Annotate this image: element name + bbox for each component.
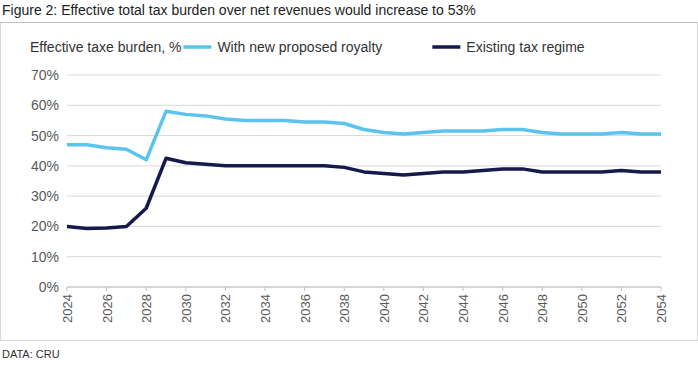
x-tick-label: 2052 bbox=[614, 294, 629, 323]
x-tick bbox=[67, 287, 68, 291]
legend-swatch bbox=[432, 45, 460, 49]
grid-line bbox=[67, 287, 661, 288]
grid-line bbox=[67, 75, 661, 76]
y-tick-label: 40% bbox=[31, 158, 59, 174]
x-tick bbox=[265, 287, 266, 291]
y-tick-label: 50% bbox=[31, 128, 59, 144]
legend-swatch bbox=[183, 45, 211, 49]
x-tick-label: 2028 bbox=[139, 294, 154, 323]
grid-line bbox=[67, 226, 661, 227]
x-tick bbox=[423, 287, 424, 291]
series-line bbox=[67, 158, 661, 228]
x-tick bbox=[146, 287, 147, 291]
x-tick-label: 2026 bbox=[100, 294, 115, 323]
y-axis-label: Effective taxe burden, % bbox=[30, 39, 182, 55]
x-tick bbox=[106, 287, 107, 291]
x-tick-label: 2024 bbox=[60, 294, 75, 323]
y-tick-label: 70% bbox=[31, 67, 59, 83]
legend-label: Existing tax regime bbox=[466, 39, 584, 55]
grid-line bbox=[67, 105, 661, 106]
x-tick bbox=[542, 287, 543, 291]
x-tick bbox=[304, 287, 305, 291]
x-tick-label: 2038 bbox=[337, 294, 352, 323]
x-tick-label: 2042 bbox=[416, 294, 431, 323]
x-tick bbox=[383, 287, 384, 291]
x-tick-label: 2044 bbox=[456, 294, 471, 323]
title: Figure 2: Effective total tax burden ove… bbox=[2, 2, 476, 18]
y-tick-label: 0% bbox=[39, 279, 59, 295]
series-group bbox=[67, 111, 661, 228]
x-tick-label: 2046 bbox=[496, 294, 511, 323]
x-tick-label: 2048 bbox=[535, 294, 550, 323]
x-tick-label: 2030 bbox=[179, 294, 194, 323]
y-tick-label: 10% bbox=[31, 249, 59, 265]
grid-line bbox=[67, 256, 661, 257]
x-tick bbox=[621, 287, 622, 291]
chart: Figure 2: Effective total tax burden ove… bbox=[0, 0, 698, 370]
y-tick-label: 30% bbox=[31, 188, 59, 204]
source: DATA: CRU bbox=[2, 348, 60, 360]
y-tick-label: 20% bbox=[31, 218, 59, 234]
grid-line bbox=[67, 165, 661, 166]
x-tick bbox=[581, 287, 582, 291]
x-tick bbox=[502, 287, 503, 291]
x-tick-label: 2032 bbox=[218, 294, 233, 323]
legend: With new proposed royalty Existing tax re… bbox=[183, 39, 584, 55]
grid-line bbox=[67, 196, 661, 197]
title-rule bbox=[0, 22, 698, 23]
x-tick-label: 2050 bbox=[575, 294, 590, 323]
x-tick bbox=[185, 287, 186, 291]
x-tick bbox=[344, 287, 345, 291]
x-tick bbox=[225, 287, 226, 291]
x-tick-label: 2040 bbox=[377, 294, 392, 323]
x-axis-line bbox=[67, 287, 661, 288]
chart-frame bbox=[1, 23, 698, 341]
series-line bbox=[67, 111, 661, 159]
x-tick bbox=[463, 287, 464, 291]
x-tick-label: 2054 bbox=[654, 294, 669, 323]
x-tick-label: 2036 bbox=[298, 294, 313, 323]
legend-label: With new proposed royalty bbox=[217, 39, 382, 55]
x-tick bbox=[661, 287, 662, 291]
x-tick-label: 2034 bbox=[258, 294, 273, 323]
y-tick-label: 60% bbox=[31, 97, 59, 113]
